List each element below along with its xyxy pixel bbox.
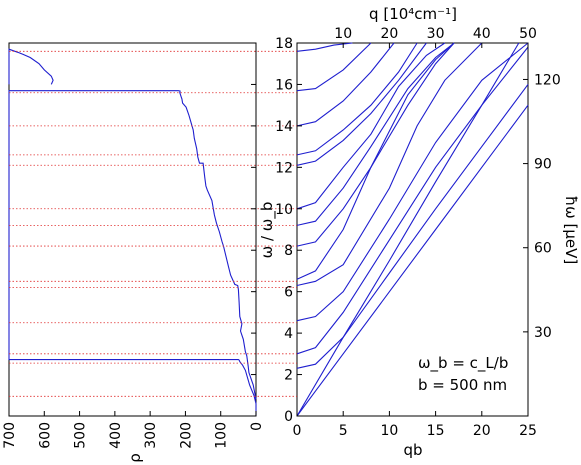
y-tick-label-7: 14 (275, 119, 293, 135)
dispersion-branch-1 (296, 42, 520, 417)
right-tick-label-2: 90 (534, 157, 552, 173)
right-x-tick-label-2: 10 (380, 423, 398, 439)
dispersion-branch-5 (296, 42, 483, 287)
right-x-tick-label-5: 25 (519, 423, 537, 439)
dispersion-branch-14 (296, 42, 353, 52)
top-tick-label-0: 10 (334, 26, 352, 42)
left-x-axis-label: ρ (126, 453, 144, 463)
right-x-tick-label-3: 15 (427, 423, 445, 439)
left-x-tick-label-7: 0 (249, 422, 265, 431)
top-tick-label-1: 20 (380, 26, 398, 42)
tick-labels: 700 600 500 400 300 200 100 0 0 5 10 15 20 2502468101… (2, 26, 561, 449)
annotation-omega-b: ω_b = c_L/b (418, 354, 508, 373)
dispersion-branch-11 (296, 42, 418, 156)
dispersion-branch-10 (296, 42, 427, 166)
right-tick-label-0: 30 (534, 325, 552, 341)
dispersion-branch-2 (296, 84, 529, 369)
dispersion-branch-6 (296, 42, 455, 280)
dispersion-branch-0 (296, 104, 529, 417)
top-tick-label-4: 50 (519, 26, 537, 42)
y-tick-label-8: 16 (275, 77, 293, 93)
y-tick-label-3: 6 (284, 285, 293, 301)
dispersion-branch-4 (296, 42, 529, 322)
top-tick-label-2: 30 (427, 26, 445, 42)
ticks (8, 42, 529, 417)
left-x-tick-label-0: 700 (2, 422, 18, 449)
right-x-tick-label-0: 0 (293, 423, 302, 439)
left-x-tick-label-4: 300 (143, 422, 159, 449)
left-x-tick-label-6: 100 (214, 422, 230, 449)
left-x-tick-label-2: 500 (73, 422, 89, 449)
top-tick-label-3: 40 (473, 26, 491, 42)
left-y-axis-label: ω / ω_b (258, 202, 277, 259)
right-tick-label-3: 120 (534, 72, 561, 88)
density-of-states-plot (8, 48, 257, 416)
top-axis-label: q [10⁴cm⁻¹] (369, 5, 457, 23)
dispersion-plot (296, 42, 529, 417)
dispersion-branch-7 (296, 42, 455, 247)
right-y-axis-label: ħω [μeV] (562, 196, 580, 265)
dispersion-branch-8 (296, 42, 455, 226)
y-tick-label-2: 4 (284, 326, 293, 342)
annotation-b: b = 500 nm (418, 376, 507, 394)
right-x-tick-label-4: 20 (473, 423, 491, 439)
dos-line-1 (8, 48, 54, 85)
reference-lines (9, 50, 297, 397)
right-x-axis-label: qb (403, 441, 422, 459)
dispersion-branch-12 (296, 42, 395, 127)
dispersion-branch-13 (296, 42, 372, 92)
right-tick-label-1: 60 (534, 241, 552, 257)
dos-line-0 (8, 90, 257, 416)
dispersion-branch-3 (296, 46, 529, 355)
left-x-tick-label-5: 200 (178, 422, 194, 449)
y-tick-label-0: 0 (284, 409, 293, 425)
y-tick-label-1: 2 (284, 368, 293, 384)
left-x-tick-label-1: 600 (37, 422, 53, 449)
y-tick-label-9: 18 (275, 36, 293, 52)
dispersion-branch-9 (296, 42, 446, 210)
right-x-tick-label-1: 5 (339, 423, 348, 439)
y-tick-label-4: 8 (284, 243, 293, 259)
y-tick-label-5: 10 (275, 202, 293, 218)
left-x-tick-label-3: 400 (108, 422, 124, 449)
y-tick-label-6: 12 (275, 160, 293, 176)
right-plot-frame (296, 42, 529, 417)
